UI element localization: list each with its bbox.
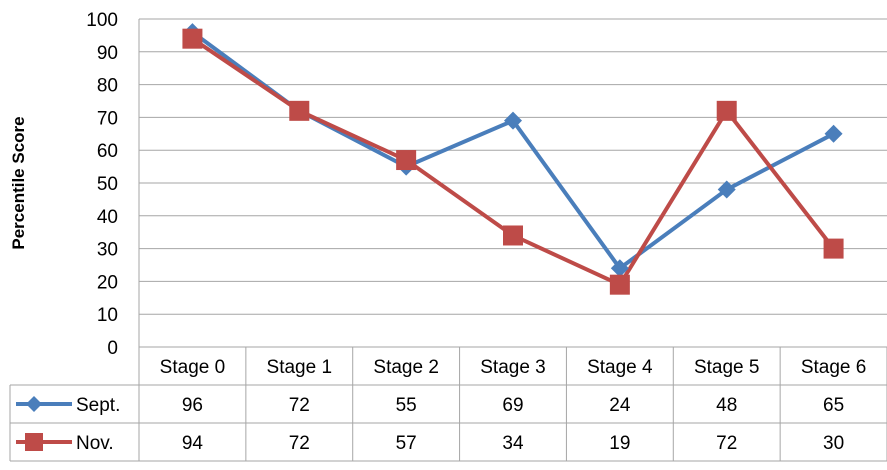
data-table-value: 24	[609, 395, 631, 416]
y-tick-label: 100	[86, 10, 118, 31]
diamond-marker	[717, 180, 736, 199]
data-table-value: 69	[502, 395, 523, 416]
square-marker	[396, 150, 417, 171]
legend-key-0	[16, 396, 72, 412]
data-table-value: 72	[289, 395, 310, 416]
legend-label: Sept.	[76, 395, 120, 416]
data-table-value: 19	[609, 433, 630, 454]
y-tick-label: 80	[97, 76, 118, 97]
diamond-marker	[610, 259, 629, 278]
gridlines	[138, 18, 887, 347]
data-table-value: 72	[289, 433, 310, 454]
square-marker	[25, 433, 43, 451]
x-tick-label: Stage 4	[587, 357, 653, 378]
y-tick-label: 50	[97, 174, 118, 195]
x-tick-label: Stage 0	[160, 357, 226, 378]
square-marker	[182, 28, 203, 49]
data-table-value: 48	[716, 395, 737, 416]
x-tick-label: Stage 3	[480, 357, 546, 378]
y-tick-label: 0	[107, 338, 118, 359]
data-table-value: 72	[716, 433, 737, 454]
y-axis-ticks: 0 10 20 30 40 50 60 70 80 90 100	[86, 10, 118, 359]
y-tick-label: 40	[97, 207, 118, 228]
legend-key-1	[16, 433, 72, 451]
series-line	[191, 37, 836, 287]
series-markers-1	[182, 28, 844, 295]
y-tick-label: 70	[97, 108, 118, 129]
x-tick-label: Stage 5	[694, 357, 760, 378]
y-tick-label: 30	[97, 240, 118, 261]
y-axis-label: Percentile Score	[9, 116, 28, 249]
series-layer	[182, 23, 844, 295]
diamond-marker	[504, 111, 522, 130]
data-table-value: 34	[502, 433, 524, 454]
series-1	[191, 37, 836, 287]
y-tick-label: 10	[97, 305, 118, 326]
y-tick-label: 20	[97, 272, 118, 293]
data-table-value: 94	[182, 433, 204, 454]
x-tick-label: Stage 1	[267, 357, 333, 378]
data-table-value: 65	[823, 395, 844, 416]
x-tick-label: Stage 2	[373, 357, 439, 378]
square-marker	[503, 225, 523, 246]
data-table-value: 57	[396, 433, 417, 454]
data-table-value: 55	[396, 395, 417, 416]
data-table-value: 30	[823, 433, 844, 454]
square-marker	[289, 100, 310, 121]
data-table-value: 96	[182, 395, 203, 416]
diamond-marker	[824, 124, 843, 143]
y-tick-label: 90	[97, 43, 118, 64]
x-tick-label: Stage 6	[801, 357, 867, 378]
square-marker	[716, 100, 737, 121]
y-tick-label: 60	[97, 141, 118, 162]
square-marker	[609, 274, 630, 295]
diamond-marker	[26, 396, 42, 412]
legend-label: Nov.	[76, 433, 114, 454]
data-table: Stage 0 Stage 1 Stage 2 Stage 3 Stage 4 Stage…	[9, 346, 887, 462]
square-marker	[823, 238, 844, 259]
